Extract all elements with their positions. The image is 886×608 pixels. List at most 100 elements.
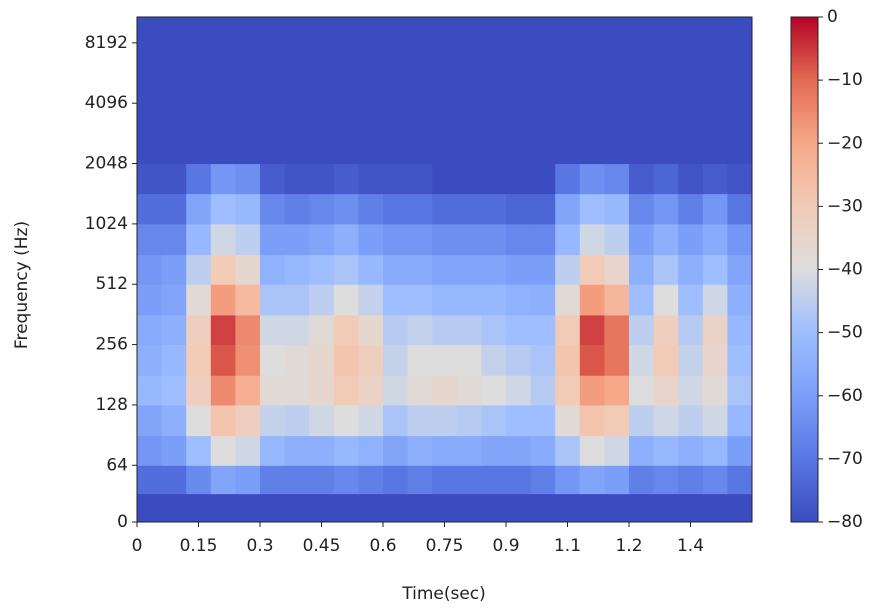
heatmap-cell: [653, 435, 679, 466]
heatmap-cell: [456, 193, 482, 225]
heatmap-cell: [383, 493, 409, 523]
heatmap-cell: [260, 435, 286, 466]
heatmap-cell: [260, 493, 286, 523]
heatmap-cell: [235, 493, 261, 523]
heatmap-cell: [702, 435, 728, 466]
heatmap-cell: [333, 465, 359, 495]
y-tick-label: 0: [117, 512, 128, 532]
heatmap-cell: [407, 193, 433, 225]
heatmap-cell: [260, 223, 286, 256]
heatmap-cell: [161, 375, 187, 406]
heatmap-cell: [506, 314, 532, 346]
heatmap-cell: [358, 344, 384, 376]
heatmap-cell: [653, 493, 679, 523]
heatmap-cell: [530, 435, 556, 466]
heatmap-cell: [210, 435, 236, 466]
heatmap-cell: [309, 375, 335, 406]
heatmap-cell: [432, 163, 458, 195]
heatmap-cell: [309, 344, 335, 376]
heatmap-cell: [579, 344, 605, 376]
heatmap-cell: [432, 223, 458, 256]
heatmap-cell: [137, 284, 163, 316]
y-tick-label: 4096: [85, 93, 128, 113]
heatmap-cell: [506, 103, 532, 165]
heatmap-cell: [579, 223, 605, 256]
heatmap-cell: [555, 223, 581, 256]
heatmap-cell: [678, 223, 704, 256]
heatmap-cell: [530, 465, 556, 495]
heatmap-cell: [579, 103, 605, 165]
heatmap-cell: [653, 465, 679, 495]
heatmap-cell: [137, 435, 163, 466]
heatmap-cell: [161, 435, 187, 466]
heatmap-cell: [383, 103, 409, 165]
heatmap-cell: [284, 493, 310, 523]
heatmap-cell: [137, 404, 163, 437]
heatmap-cell: [260, 254, 286, 285]
heatmap-cell: [358, 404, 384, 437]
heatmap-cell: [210, 284, 236, 316]
heatmap-cell: [407, 17, 433, 104]
heatmap-cell: [604, 344, 630, 376]
heatmap-cell: [333, 314, 359, 346]
heatmap-cell: [653, 193, 679, 225]
heatmap-cell: [358, 375, 384, 406]
heatmap-cell: [555, 314, 581, 346]
heatmap-cell: [161, 314, 187, 346]
heatmap-cell: [727, 223, 753, 256]
heatmap-cell: [653, 284, 679, 316]
heatmap-cell: [161, 223, 187, 256]
heatmap-cell: [309, 465, 335, 495]
heatmap-cell: [333, 254, 359, 285]
heatmap-cell: [432, 435, 458, 466]
heatmap-cell: [284, 344, 310, 376]
heatmap-cell: [210, 493, 236, 523]
y-tick-label: 128: [96, 395, 128, 415]
heatmap-cell: [727, 103, 753, 165]
heatmap-cell: [186, 465, 212, 495]
heatmap-cell: [210, 223, 236, 256]
heatmap-cell: [186, 284, 212, 316]
heatmap-cell: [653, 223, 679, 256]
heatmap-cell: [678, 193, 704, 225]
heatmap-cell: [383, 404, 409, 437]
heatmap-cell: [579, 284, 605, 316]
heatmap-cell: [383, 435, 409, 466]
heatmap-cell: [555, 465, 581, 495]
heatmap: [137, 17, 753, 523]
heatmap-cell: [653, 254, 679, 285]
heatmap-cell: [678, 163, 704, 195]
heatmap-cell: [481, 465, 507, 495]
heatmap-cell: [333, 17, 359, 104]
heatmap-cell: [604, 223, 630, 256]
heatmap-cell: [432, 193, 458, 225]
heatmap-cell: [555, 193, 581, 225]
heatmap-cell: [407, 103, 433, 165]
heatmap-cell: [456, 404, 482, 437]
heatmap-cell: [456, 284, 482, 316]
heatmap-cell: [678, 344, 704, 376]
heatmap-cell: [137, 344, 163, 376]
heatmap-cell: [383, 193, 409, 225]
heatmap-cell: [555, 254, 581, 285]
heatmap-cell: [555, 344, 581, 376]
heatmap-cell: [186, 193, 212, 225]
heatmap-cell: [481, 493, 507, 523]
heatmap-cell: [727, 465, 753, 495]
y-tick-label: 256: [96, 335, 128, 355]
heatmap-cell: [530, 223, 556, 256]
heatmap-cell: [727, 404, 753, 437]
heatmap-cell: [604, 404, 630, 437]
heatmap-cell: [432, 493, 458, 523]
heatmap-cell: [407, 435, 433, 466]
heatmap-cell: [506, 493, 532, 523]
heatmap-cell: [456, 223, 482, 256]
heatmap-cell: [333, 193, 359, 225]
heatmap-cell: [604, 314, 630, 346]
heatmap-cell: [727, 163, 753, 195]
heatmap-cell: [702, 404, 728, 437]
heatmap-cell: [481, 223, 507, 256]
x-tick-label: 0.75: [426, 536, 464, 556]
heatmap-cell: [579, 375, 605, 406]
heatmap-cell: [702, 375, 728, 406]
